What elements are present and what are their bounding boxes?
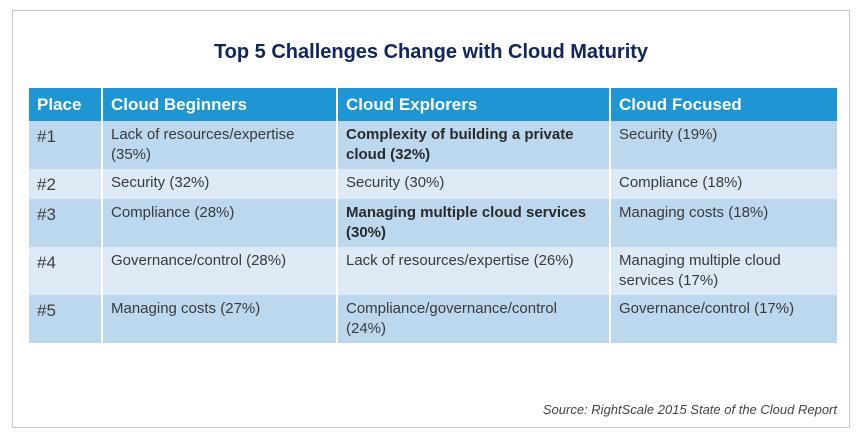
table-row: #2 Security (32%) Security (30%) Complia… bbox=[29, 169, 837, 199]
place-cell: #3 bbox=[29, 199, 103, 247]
beginners-cell: Governance/control (28%) bbox=[102, 247, 338, 295]
beginners-cell: Lack of resources/expertise (35%) bbox=[102, 121, 338, 169]
explorers-cell: Compliance/governance/control (24%) bbox=[337, 295, 611, 343]
place-cell: #4 bbox=[29, 247, 103, 295]
header-cloud-beginners: Cloud Beginners bbox=[102, 88, 338, 121]
table-row: #5 Managing costs (27%) Compliance/gover… bbox=[29, 295, 837, 343]
table-row: #1 Lack of resources/expertise (35%) Com… bbox=[29, 121, 837, 169]
focused-cell: Governance/control (17%) bbox=[610, 295, 837, 343]
beginners-cell: Security (32%) bbox=[102, 169, 338, 199]
explorers-cell: Lack of resources/expertise (26%) bbox=[337, 247, 611, 295]
focused-cell: Managing multiple cloud services (17%) bbox=[610, 247, 837, 295]
focused-cell: Security (19%) bbox=[610, 121, 837, 169]
header-cloud-explorers: Cloud Explorers bbox=[337, 88, 611, 121]
table-row: #4 Governance/control (28%) Lack of reso… bbox=[29, 247, 837, 295]
slide-frame: Top 5 Challenges Change with Cloud Matur… bbox=[12, 10, 850, 428]
header-row: Place Cloud Beginners Cloud Explorers Cl… bbox=[29, 88, 837, 121]
focused-cell: Managing costs (18%) bbox=[610, 199, 837, 247]
beginners-cell: Managing costs (27%) bbox=[102, 295, 338, 343]
focused-cell: Compliance (18%) bbox=[610, 169, 837, 199]
header-place: Place bbox=[29, 88, 103, 121]
header-cloud-focused: Cloud Focused bbox=[610, 88, 837, 121]
explorers-cell: Security (30%) bbox=[337, 169, 611, 199]
source-caption: Source: RightScale 2015 State of the Clo… bbox=[542, 402, 837, 417]
page-title: Top 5 Challenges Change with Cloud Matur… bbox=[213, 41, 649, 63]
challenges-table: Place Cloud Beginners Cloud Explorers Cl… bbox=[29, 88, 837, 343]
place-cell: #2 bbox=[29, 169, 103, 199]
explorers-cell: Managing multiple cloud services (30%) bbox=[337, 199, 611, 247]
place-cell: #5 bbox=[29, 295, 103, 343]
place-cell: #1 bbox=[29, 121, 103, 169]
explorers-cell: Complexity of building a private cloud (… bbox=[337, 121, 611, 169]
beginners-cell: Compliance (28%) bbox=[102, 199, 338, 247]
table-row: #3 Compliance (28%) Managing multiple cl… bbox=[29, 199, 837, 247]
